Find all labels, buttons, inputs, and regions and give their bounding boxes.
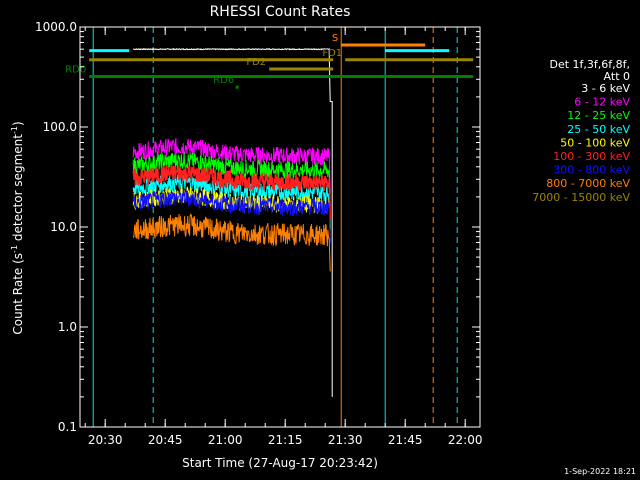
legend-header-line2: Att 0 <box>604 70 630 83</box>
flag-label: RD0 <box>65 64 86 75</box>
legend-entry: 3 - 6 keV <box>581 82 630 95</box>
flag-point <box>235 85 239 89</box>
y-tick-label: 1.0 <box>58 320 77 334</box>
flag-label: FD2 <box>246 57 266 68</box>
legend-entry: 100 - 300 keV <box>553 150 630 163</box>
x-tick-label: 22:00 <box>448 433 483 447</box>
x-tick-label: 21:00 <box>208 433 243 447</box>
legend-entry: 25 - 50 keV <box>567 123 630 136</box>
legend-header-line1: Det 1f,3f,6f,8f, <box>549 58 630 71</box>
legend-entry: 12 - 25 keV <box>567 109 630 122</box>
series-trace <box>132 189 331 244</box>
series-trace <box>132 163 331 220</box>
y-axis-label: Count Rate (s-1 detector segment-1) <box>10 121 25 334</box>
chart-title: RHESSI Count Rates <box>210 4 351 20</box>
axes: 0.1 1.0 10.0 100.0 1000.0 20:30 20:45 21:00 21:1… <box>35 20 482 447</box>
series-trace <box>132 213 331 272</box>
flag-label: RD6 <box>213 75 234 86</box>
legend-entry: 6 - 12 keV <box>574 96 630 109</box>
render-timestamp: 1-Sep-2022 18:21 <box>564 467 636 476</box>
series-trace <box>132 152 331 207</box>
y-tick-label: 100.0 <box>43 120 77 134</box>
y-tick-label: 0.1 <box>58 420 77 434</box>
legend-entry: 800 - 7000 keV <box>546 177 630 190</box>
legend-entry: 7000 - 15000 keV <box>532 191 630 204</box>
flag-bars: S FD1 FD2 RD0 RD6 <box>65 33 474 89</box>
plot-data <box>132 47 333 397</box>
x-tick-label: 21:30 <box>328 433 363 447</box>
flag-label: S <box>332 33 338 44</box>
legend-entry: 300 - 800 keV <box>553 164 630 177</box>
x-tick-label: 20:45 <box>148 433 183 447</box>
series-trace <box>132 137 331 193</box>
x-tick-label: 21:45 <box>388 433 423 447</box>
y-tick-label: 1000.0 <box>35 20 77 34</box>
y-tick-label: 10.0 <box>50 220 77 234</box>
x-axis-label: Start Time (27-Aug-17 20:23:42) <box>182 456 378 470</box>
series-trace <box>133 47 333 397</box>
flag-label: FD1 <box>322 48 342 59</box>
x-tick-label: 21:15 <box>268 433 303 447</box>
legend-entry: 50 - 100 keV <box>560 136 630 149</box>
x-tick-label: 20:30 <box>88 433 123 447</box>
vertical-markers <box>92 27 458 427</box>
